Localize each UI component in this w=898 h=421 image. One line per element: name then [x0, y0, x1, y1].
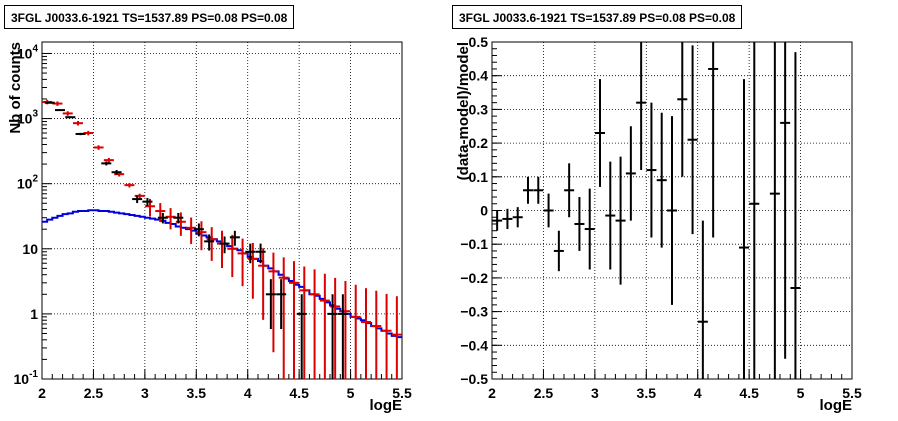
- right-y-tick-label: −0.5: [460, 371, 488, 387]
- right-y-tick-label: 0.1: [469, 169, 489, 185]
- left-y-tick-label: 103: [17, 109, 39, 127]
- right-y-axis-label: (data-model)/model: [455, 42, 472, 180]
- left-y-tick-label: 10: [22, 241, 38, 257]
- left-y-axis-label: Nb of counts: [7, 42, 24, 134]
- left-chart-title: 3FGL J0033.6-1921 TS=1537.89 PS=0.08 PS=…: [4, 5, 295, 29]
- right-y-tick-label: −0.4: [460, 337, 488, 353]
- right-chart-title: 3FGL J0033.6-1921 TS=1537.89 PS=0.08 PS=…: [452, 5, 743, 29]
- right-y-tick-label: 0.3: [469, 101, 489, 117]
- left-x-tick-label: 5: [347, 385, 355, 401]
- right-y-tick-label: 0: [480, 203, 488, 219]
- left-x-tick-label: 4.5: [289, 385, 309, 401]
- left-x-tick-label: 4: [244, 385, 252, 401]
- left-y-tick-label: 104: [17, 43, 39, 61]
- left-y-tick-label: 1: [30, 306, 38, 322]
- left-x-tick-label: 3.5: [187, 385, 207, 401]
- right-x-tick-label: 4: [694, 385, 702, 401]
- right-x-tick-label: 3.5: [637, 385, 657, 401]
- left-x-tick-label: 2: [38, 385, 46, 401]
- right-y-tick-label: −0.3: [460, 304, 488, 320]
- right-x-tick-label: 4.5: [739, 385, 759, 401]
- right-y-tick-label: 0.2: [469, 135, 489, 151]
- right-y-tick-label: −0.2: [460, 270, 488, 286]
- right-x-tick-label: 5: [797, 385, 805, 401]
- right-x-tick-label: 3: [591, 385, 599, 401]
- right-x-tick-label: 5.5: [842, 385, 862, 401]
- left-x-tick-label: 5.5: [392, 385, 412, 401]
- left-x-tick-label: 3: [141, 385, 149, 401]
- right-x-tick-label: 2.5: [534, 385, 554, 401]
- right-x-tick-label: 2: [488, 385, 496, 401]
- right-x-axis-label: logE: [820, 397, 853, 414]
- left-y-tick-label: 10-1: [14, 369, 39, 387]
- right-y-tick-label: 0.5: [469, 34, 489, 50]
- right-y-tick-label: 0.4: [469, 68, 489, 84]
- left-x-axis-label: logE: [370, 397, 403, 414]
- left-y-tick-label: 102: [17, 174, 39, 192]
- left-x-tick-label: 2.5: [84, 385, 104, 401]
- right-y-tick-label: −0.1: [460, 236, 488, 252]
